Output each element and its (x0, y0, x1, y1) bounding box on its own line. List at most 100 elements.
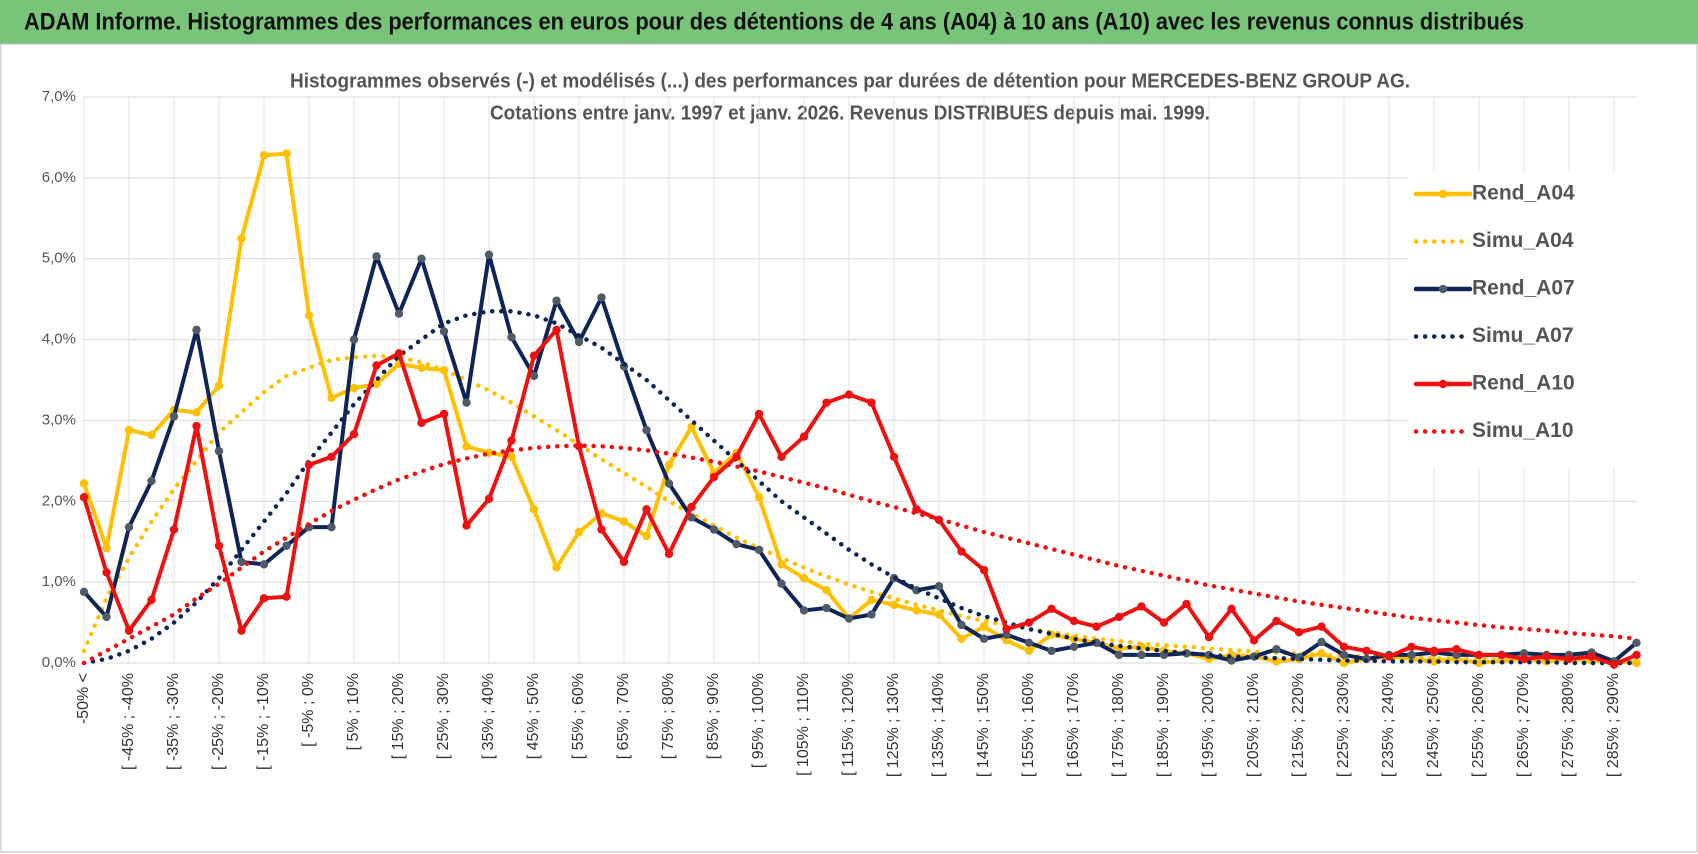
point (844, 390, 854, 399)
point (754, 409, 764, 419)
legend-marker (1438, 284, 1448, 294)
x-tick-label: [ 225% ; 230% (1335, 673, 1352, 777)
point (1632, 638, 1641, 647)
x-tick-label: [ 45% ; 50% (525, 673, 542, 759)
point (259, 594, 269, 603)
point (1407, 642, 1416, 652)
point (1362, 646, 1371, 656)
point (552, 325, 561, 335)
point (462, 521, 471, 530)
legend-label: Simu_A07 (1472, 324, 1574, 347)
point (1047, 646, 1056, 656)
x-tick-label: [ -35% ; -30% (165, 673, 182, 770)
x-tick-label: [ 165% ; 170% (1065, 673, 1082, 777)
point (169, 525, 179, 534)
point (79, 479, 89, 488)
point (822, 603, 831, 613)
point (754, 545, 764, 554)
point (777, 452, 786, 462)
chart-title: ADAM Informe. Histogrammes des performan… (24, 8, 1524, 35)
point (1542, 652, 1551, 661)
point (979, 634, 989, 643)
point (957, 634, 966, 643)
point (1024, 618, 1034, 627)
x-tick-label: [ -15% ; -10% (255, 673, 272, 770)
point (304, 460, 314, 470)
point (1272, 616, 1281, 626)
point (642, 425, 651, 435)
legend-marker (1438, 189, 1448, 199)
x-tick-label: [ 175% ; 180% (1110, 673, 1127, 777)
y-tick-label: 5,0% (42, 250, 76, 267)
point (777, 579, 786, 588)
point (957, 547, 966, 556)
point (709, 525, 719, 534)
legend-label: Simu_A10 (1472, 419, 1574, 442)
x-tick-label: [ 115% ; 120% (840, 673, 857, 776)
point (192, 408, 201, 417)
series-line (81, 443, 1639, 666)
point (687, 502, 696, 512)
y-tick-label: 4,0% (42, 331, 76, 348)
x-tick-label: [ 15% ; 20% (390, 673, 407, 759)
point (1632, 650, 1641, 660)
point (259, 151, 269, 160)
legend-label: Rend_A10 (1472, 372, 1575, 395)
point (1294, 628, 1304, 637)
x-tick-label: [ 275% ; 280% (1560, 673, 1577, 777)
point (192, 421, 201, 431)
point (1047, 604, 1056, 614)
point (664, 549, 674, 559)
x-tick-label: [ 185% ; 190% (1155, 673, 1172, 777)
point (1182, 599, 1191, 609)
point (619, 517, 629, 526)
legend-label: Rend_A04 (1472, 182, 1575, 205)
point (462, 442, 471, 451)
point (237, 234, 246, 243)
point (822, 398, 831, 407)
point (1114, 612, 1124, 622)
point (417, 363, 426, 373)
point (1092, 622, 1101, 631)
series-line (81, 309, 1639, 666)
x-tick-label: [ 265% ; 270% (1515, 673, 1532, 777)
point (282, 149, 291, 158)
point (732, 452, 741, 462)
point (709, 472, 719, 482)
point (1272, 645, 1281, 654)
y-tick-label: 2,0% (42, 492, 76, 509)
point (889, 600, 899, 609)
point (304, 311, 314, 320)
series-line (82, 151, 1639, 665)
point (507, 332, 516, 342)
point (1114, 650, 1124, 660)
point (979, 565, 989, 575)
point (732, 539, 741, 549)
point (1474, 658, 1484, 668)
point (1384, 652, 1394, 661)
point (597, 293, 606, 302)
point (79, 493, 89, 502)
x-tick-label: [ -25% ; -20% (210, 673, 227, 770)
x-tick-label: [ 205% ; 210% (1245, 673, 1262, 777)
y-tick-label: 0,0% (42, 654, 76, 671)
point (642, 531, 651, 541)
x-tick-label: [ 5% ; 10% (345, 673, 362, 750)
point (574, 337, 584, 347)
x-tick-label: [ 85% ; 90% (705, 673, 722, 759)
point (1497, 650, 1506, 660)
point (439, 409, 449, 419)
point (124, 522, 134, 532)
point (484, 494, 494, 504)
point (1609, 660, 1619, 669)
point (1024, 646, 1034, 656)
point (349, 335, 359, 344)
y-tick-label: 7,0% (42, 88, 76, 105)
point (327, 522, 336, 532)
x-tick-label: [ 215% ; 220% (1290, 673, 1307, 777)
point (529, 505, 539, 514)
y-tick-label: 3,0% (42, 411, 76, 428)
point (1452, 645, 1461, 654)
point (214, 446, 224, 456)
